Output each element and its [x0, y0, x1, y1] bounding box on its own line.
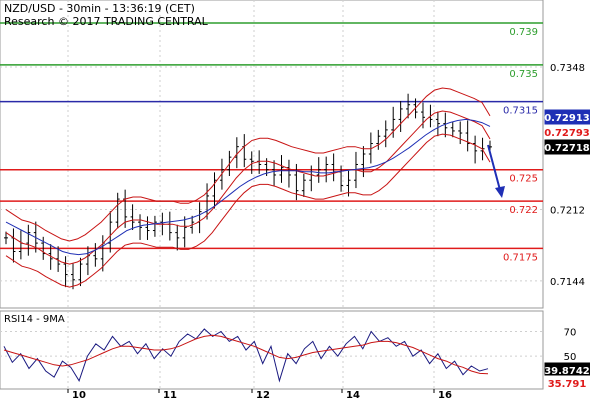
- level-label: 0.739: [509, 27, 538, 38]
- x-tick-label: 12: [256, 390, 270, 400]
- ma-fast-line: [5, 110, 491, 265]
- levels-layer: 0.739 0.735 0.7315 0.725 0.722 0.7175: [0, 22, 543, 263]
- xaxis-layer: 10 11 12 14 16: [67, 389, 452, 401]
- level-label: 0.725: [509, 174, 538, 185]
- chart-credit: Research © 2017 TRADING CENTRAL: [4, 15, 209, 28]
- price-marker-box: [544, 139, 590, 155]
- price-marker-label: 0.72793: [544, 128, 590, 139]
- level-label: 0.722: [509, 205, 538, 216]
- bollinger-lower: [5, 133, 491, 288]
- price-y-tick-label: 0.7212: [550, 206, 585, 217]
- level-label: 0.735: [509, 69, 538, 80]
- chart-title: NZD/USD - 30min - 13:36:19 (CET): [4, 2, 195, 15]
- price-marker-label: 0.72718: [544, 143, 590, 154]
- price-marker-box: [544, 124, 590, 140]
- series-layer: [4, 87, 492, 290]
- rsi-ma-line: [3, 334, 489, 375]
- rsi-marker-label: 39.8742: [544, 366, 590, 377]
- grid-layer: 0.7348 0.7212 0.7144 70 50: [0, 0, 585, 389]
- level-label: 0.7315: [503, 106, 538, 117]
- rsi-y-tick-label: 50: [564, 352, 577, 363]
- bollinger-upper: [5, 87, 491, 242]
- x-tick-label: 16: [438, 390, 452, 400]
- price-y-tick-label: 0.7144: [550, 277, 585, 288]
- forecast-arrow: [487, 144, 505, 198]
- rsi-marker-label: 35.791: [548, 379, 587, 390]
- price-panel-frame: [0, 0, 544, 309]
- markers-layer: 0.72913 0.72793 0.72718 39.8742 35.791: [544, 109, 590, 391]
- x-tick-label: 10: [72, 390, 86, 400]
- level-label: 0.7175: [503, 252, 538, 263]
- x-tick-label: 11: [163, 390, 177, 400]
- price-y-tick-label: 0.7348: [550, 63, 585, 74]
- rsi-title: RSI14 - 9MA: [4, 314, 65, 325]
- x-tick-label: 14: [346, 390, 360, 400]
- rsi-marker-box: [544, 375, 590, 391]
- rsi-y-tick-label: 70: [564, 328, 577, 339]
- rsi-layer: [3, 328, 489, 383]
- price-marker-box: [544, 109, 590, 125]
- price-marker-label: 0.72913: [544, 113, 590, 124]
- ma-slow-line: [5, 118, 491, 256]
